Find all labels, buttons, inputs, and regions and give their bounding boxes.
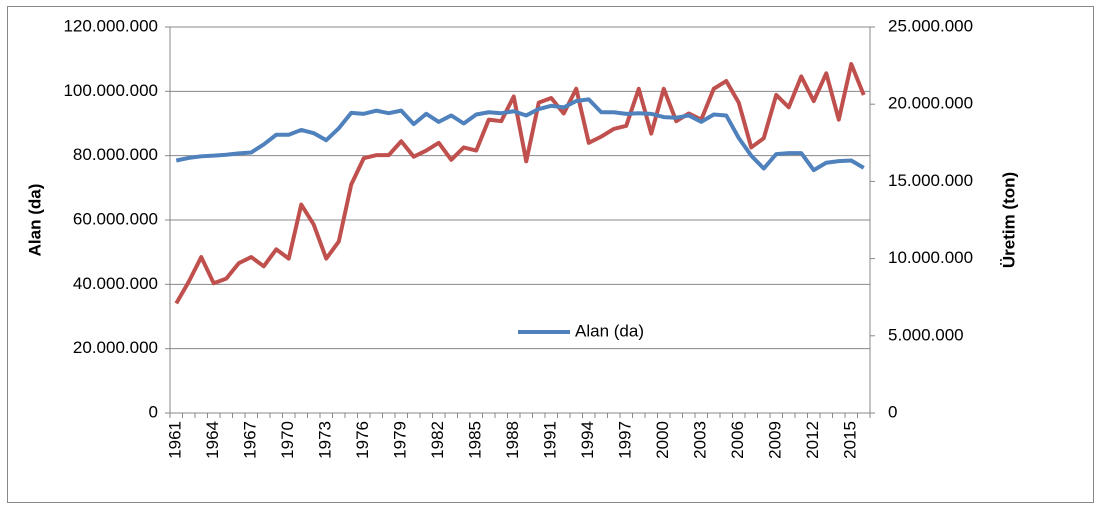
x-tick-label: 1967 — [241, 421, 260, 459]
x-tick-label: 2015 — [841, 421, 860, 459]
series-line — [175, 97, 865, 173]
y-tick-label: 80.000.000 — [73, 145, 158, 164]
y-tick-label: 0 — [149, 402, 158, 421]
x-tick-label: 2006 — [728, 421, 747, 459]
y2-axis-title: Üretim (ton) — [999, 172, 1018, 268]
x-tick-label: 1988 — [503, 421, 522, 459]
x-tick-label: 1976 — [353, 421, 372, 459]
x-tick-label: 2012 — [803, 421, 822, 459]
chart-border — [7, 6, 1094, 503]
x-tick-label: 1979 — [391, 421, 410, 459]
x-tick-label: 1973 — [316, 421, 335, 459]
x-tick-label: 1997 — [616, 421, 635, 459]
x-tick-label: 1961 — [166, 421, 185, 459]
x-tick-label: 1985 — [466, 421, 485, 459]
y2-tick-label: 20.000.000 — [888, 94, 973, 113]
x-tick-label: 1991 — [541, 421, 560, 459]
y2-tick-label: 0 — [888, 402, 897, 421]
x-tick-label: 1982 — [428, 421, 447, 459]
x-tick-label: 1970 — [278, 421, 297, 459]
y2-tick-label: 25.000.000 — [888, 16, 973, 35]
y-tick-label: 40.000.000 — [73, 274, 158, 293]
x-tick-label: 2000 — [653, 421, 672, 459]
x-tick-label: 2003 — [691, 421, 710, 459]
y-axis-title: Alan (da) — [25, 184, 44, 257]
y-tick-label: 100.000.000 — [63, 81, 158, 100]
x-tick-label: 2009 — [766, 421, 785, 459]
y2-tick-label: 10.000.000 — [888, 248, 973, 267]
legend-label: Alan (da) — [575, 321, 644, 340]
y2-tick-label: 5.000.000 — [888, 325, 964, 344]
y2-tick-label: 15.000.000 — [888, 171, 973, 190]
series-line — [174, 62, 866, 305]
y-tick-label: 60.000.000 — [73, 209, 158, 228]
y-tick-label: 20.000.000 — [73, 338, 158, 357]
x-tick-label: 1964 — [203, 421, 222, 459]
x-tick-label: 1994 — [578, 421, 597, 459]
y-tick-label: 120.000.000 — [63, 16, 158, 35]
